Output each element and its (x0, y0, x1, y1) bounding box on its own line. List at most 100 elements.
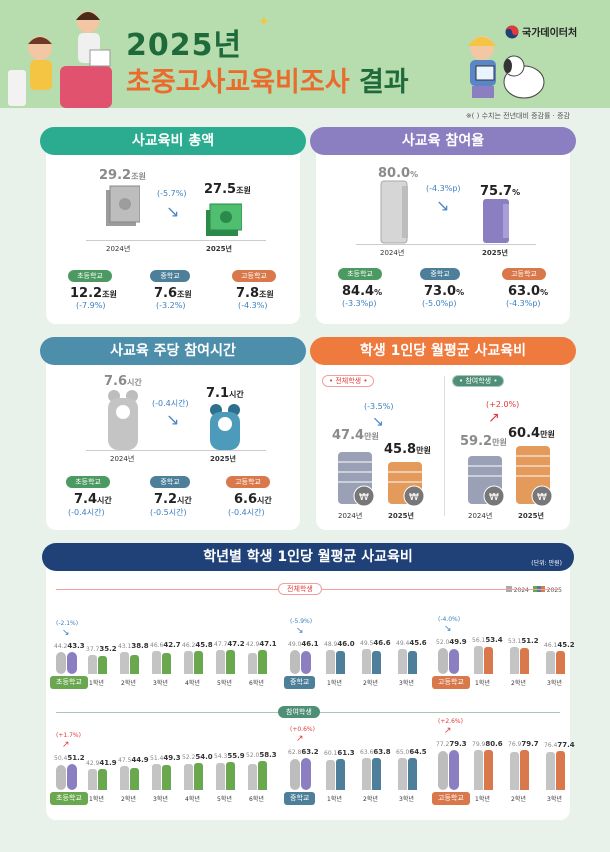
bar-2024 (362, 649, 371, 674)
bar-2025 (130, 767, 139, 790)
hours-card: 사교육 주당 참여시간 7.6시간 (-0.4시간) ↘ 7.1시간 2024년… (40, 337, 306, 530)
bar-2024 (326, 649, 335, 674)
bar-2024 (438, 751, 448, 790)
bar-value-label: 49.046.1 (288, 639, 319, 648)
participants-prev-value: 59.2만원 (460, 434, 507, 449)
bar-value-label: 79.980.6 (472, 739, 503, 748)
grade-label: 2학년 (363, 796, 378, 803)
participation-curr-year: 2025년 (482, 249, 508, 257)
hours-prev-year: 2024년 (110, 455, 135, 463)
agency-name: 국가데이터처 (522, 28, 578, 39)
grade-label: 3학년 (399, 796, 414, 803)
participation-elem-value: 84.4% (342, 284, 383, 299)
down-arrow-icon: ↘ (296, 625, 304, 636)
participation-school-mid-pill: 중학교 (420, 268, 460, 280)
bar-2024 (510, 647, 519, 674)
bar-value-label: 49.546.6 (360, 639, 391, 648)
bar-value-label: 52.049.9 (436, 638, 467, 646)
change-annotation: (-5.9%) (290, 617, 313, 625)
total-mid-change: (-3.2%) (156, 301, 186, 310)
total-curr-value: 27.5조원 (204, 182, 251, 197)
bar-value-label: 77.279.3 (436, 740, 467, 749)
hours-school-mid-pill: 중학교 (150, 476, 190, 488)
bar-2025 (449, 649, 459, 674)
all-change: (-3.5%) (364, 402, 394, 411)
participation-elem-change: (-3.3%p) (342, 299, 377, 308)
bar-value-label: 47.544.9 (118, 756, 149, 765)
bar-value-label: 43.138.8 (118, 642, 149, 651)
participants-curr-year: 2025년 (518, 512, 544, 520)
all-curr-value: 45.8만원 (384, 442, 431, 457)
grade-label: 1학년 (89, 796, 104, 803)
bar-2025 (484, 647, 493, 674)
bar-value-label: 76.477.4 (544, 741, 575, 750)
monthly-divider (444, 376, 445, 516)
total-school-mid-pill: 중학교 (150, 270, 190, 282)
bar-value-label: 52.058.3 (246, 750, 277, 759)
total-heading: 사교육비 총액 (40, 127, 306, 155)
bar-2025 (556, 651, 565, 674)
bar-value-label: 47.747.2 (214, 640, 245, 649)
coin-stack-gray-icon: ₩ (338, 452, 375, 507)
baseline (86, 450, 266, 451)
baseline (86, 240, 266, 241)
title-year: 2025년 (126, 28, 243, 63)
bar-2025 (226, 650, 235, 674)
coin-stack-orange-icon: ₩ (516, 446, 553, 507)
participants-change: (+2.0%) (486, 400, 520, 409)
all-curr-year: 2025년 (388, 512, 414, 520)
down-arrow-icon: ↘ (166, 202, 180, 221)
total-card: 사교육비 총액 29.2조원 (-5.7%) ↘ 27.5조원 2024년 20… (40, 127, 306, 324)
footnote: ※( ) 수치는 전년대비 증감률 · 증감 (465, 112, 570, 120)
total-change: (-5.7%) (157, 189, 187, 198)
bar-2025 (194, 651, 203, 674)
grade-label: 2학년 (121, 680, 136, 687)
hours-school-high-pill: 고등학교 (226, 476, 270, 488)
bar-2024 (88, 655, 97, 674)
bar-2024 (88, 768, 97, 790)
book-gray-icon (380, 180, 408, 244)
alarm-clock-teal-icon (210, 404, 240, 450)
grade-label: 3학년 (547, 796, 562, 803)
bar-value-label: 46.245.8 (182, 640, 213, 649)
hours-elem-change: (-0.4시간) (68, 508, 105, 517)
student-dog-illustration-right (468, 36, 545, 99)
bar-value-label: 37.735.2 (86, 645, 117, 654)
bar-2024 (216, 650, 225, 674)
change-annotation: (+1.7%) (56, 732, 81, 740)
bar-value-label: 52.254.0 (182, 753, 213, 761)
bar-2025 (258, 650, 267, 674)
svg-text:₩: ₩ (489, 492, 499, 503)
bar-2025 (520, 750, 529, 790)
hours-curr-year: 2025년 (210, 455, 236, 463)
title-main: 초중고사교육비조사 결과 (126, 60, 409, 99)
down-arrow-icon: ↘ (444, 624, 452, 634)
bar-2025 (98, 656, 107, 674)
legend-2025: 2025 (546, 587, 562, 594)
bar-2024 (56, 651, 66, 674)
up-arrow-icon: ↗ (488, 410, 500, 426)
svg-text:₩: ₩ (537, 492, 547, 503)
school-tag: 고등학교 (432, 676, 470, 689)
grade-label: 2학년 (511, 680, 526, 687)
down-arrow-icon: ↘ (372, 414, 384, 430)
money-stack-gray-icon (106, 185, 140, 226)
total-elem-value: 12.2조원 (70, 286, 117, 301)
down-arrow-icon: ↘ (436, 196, 450, 215)
bar-value-label: 50.451.2 (54, 754, 85, 763)
grade-label: 2학년 (363, 680, 378, 687)
bar-value-label: 60.161.3 (324, 749, 355, 758)
participants-prev-year: 2024년 (468, 512, 493, 520)
title-survey: 초중고사교육비조사 (126, 67, 350, 98)
baseline (356, 244, 536, 245)
bar-2025 (372, 758, 381, 790)
bar-2025 (301, 758, 311, 790)
bar-value-label: 76.979.7 (508, 740, 539, 749)
grade-label: 3학년 (153, 796, 168, 803)
row-all-pill: 전체학생 (278, 583, 322, 595)
bar-2025 (408, 651, 417, 674)
grade-label: 1학년 (327, 680, 342, 687)
down-arrow-icon: ↘ (166, 410, 180, 429)
bar-2025 (258, 760, 267, 790)
hours-mid-value: 7.2시간 (154, 492, 192, 507)
